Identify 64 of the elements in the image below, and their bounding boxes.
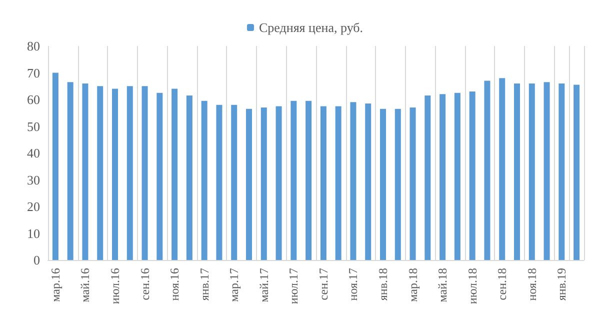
bar [320,106,326,260]
bar [440,94,446,260]
x-tick-label: мар.16 [48,268,62,302]
bar [201,100,208,260]
bar [276,106,282,260]
y-tick-label: 50 [27,118,40,134]
x-tick-label: янв.17 [197,268,212,301]
bar [454,92,460,260]
y-tick-label: 70 [27,65,40,80]
x-tick-label: янв.18 [376,268,390,301]
x-tick-label: янв.19 [554,268,569,301]
x-tick-label: сен.18 [495,268,510,300]
x-tick-label: июл.17 [286,268,301,304]
bar [424,95,431,260]
x-tick-label: ноя.16 [168,268,182,301]
bar [484,80,490,260]
x-tick-label: май.16 [78,268,92,302]
bar [499,78,506,260]
bar [528,83,535,260]
bar [306,100,312,260]
x-tick-label: июл.18 [465,268,480,304]
bar [335,106,342,260]
bar [156,92,163,260]
bar [558,83,565,260]
y-tick-label: 60 [27,92,40,107]
x-tick-label: сен.17 [316,268,330,300]
x-tick-label: мар.17 [227,268,242,302]
bar [231,104,238,260]
y-tick-label: 30 [27,172,40,188]
bar [52,72,58,260]
bar [142,86,148,260]
bar [394,108,401,260]
y-tick-label: 0 [34,252,40,268]
x-tick-label: май.17 [256,268,271,302]
bar [410,108,416,260]
bar [126,86,133,260]
bar [514,83,520,260]
bar [380,108,386,260]
bar [172,88,178,260]
y-tick-label: 80 [27,38,40,54]
bar [246,108,252,260]
x-tick-label: июл.16 [108,268,122,304]
bar [544,82,550,260]
bar [82,83,88,260]
bar [350,102,356,260]
y-tick-label: 40 [27,146,40,160]
bar [67,82,74,260]
bar [290,100,297,260]
x-tick-label: мар.18 [406,268,420,302]
x-tick-label: ноя.18 [524,268,539,301]
bar [260,108,267,260]
x-tick-label: май.18 [436,268,450,302]
y-tick-label: 20 [27,199,40,214]
bar [216,104,222,260]
bar [574,84,580,260]
x-tick-label: ноя.17 [346,268,360,301]
bar [469,91,476,260]
bar [97,86,104,260]
y-tick-label: 10 [27,226,40,241]
x-tick-label: сен.16 [138,268,152,300]
bar [365,104,372,260]
legend-label: Средняя цена, руб. [258,20,364,35]
bar [112,88,118,260]
bar [186,95,192,260]
